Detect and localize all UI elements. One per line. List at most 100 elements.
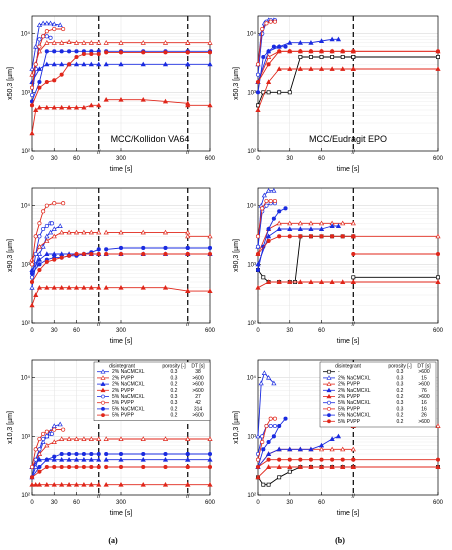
series-point — [96, 229, 102, 235]
series-point — [436, 275, 440, 280]
axis-break-mark: // — [186, 150, 190, 156]
series-point — [255, 107, 261, 112]
series-point — [37, 469, 42, 474]
series-point — [118, 456, 124, 462]
series-point — [265, 187, 272, 193]
series-point — [141, 50, 146, 55]
series-point — [340, 220, 346, 226]
series-point — [37, 436, 42, 442]
series-point — [61, 26, 66, 32]
x-axis-label: time [s] — [110, 510, 133, 517]
series-line — [257, 50, 354, 83]
series-point — [59, 49, 64, 54]
series-point — [276, 226, 282, 231]
series-point — [44, 259, 49, 264]
series-point — [140, 96, 146, 102]
series-5-pvpp-0-3 — [29, 26, 66, 90]
series-point — [140, 481, 146, 487]
axis-break-mark: // — [352, 150, 356, 156]
series-point — [351, 457, 356, 462]
x-tick-label: 30 — [286, 500, 293, 506]
x-tick-label: 0 — [30, 500, 34, 506]
series-point — [59, 229, 65, 235]
series-point — [44, 29, 49, 34]
y-tick-label: 10² — [247, 149, 256, 155]
legend-swatch-marker — [326, 375, 332, 380]
series-point — [260, 26, 265, 32]
series-point — [52, 49, 57, 54]
series-point — [185, 456, 191, 462]
x-tick-label: 0 — [30, 156, 34, 162]
series-point — [261, 192, 267, 198]
series-point — [67, 49, 72, 54]
series-point — [162, 61, 169, 67]
series-point — [277, 457, 282, 462]
series-point — [265, 451, 272, 456]
series-line — [31, 438, 99, 468]
x-tick-label: 60 — [318, 156, 325, 162]
series-point — [308, 457, 313, 462]
series-point — [33, 62, 38, 67]
series-point — [44, 233, 50, 239]
legend-series-name: 5% NaCMCXL — [338, 413, 371, 419]
series-5-pvpp-0-2 — [255, 234, 441, 257]
series-point — [185, 61, 191, 67]
series-point — [162, 456, 169, 462]
legend-series-name: 5% PVPP — [338, 419, 361, 425]
series-point — [271, 434, 276, 439]
x-tick-label: 0 — [256, 500, 260, 506]
x-axis-label: time [s] — [337, 166, 360, 173]
series-point — [33, 107, 39, 112]
series-point — [140, 40, 146, 45]
series-point — [118, 61, 124, 67]
series-point — [287, 457, 292, 462]
series-point — [435, 49, 441, 54]
series-point — [44, 203, 49, 208]
legend-porosity: 0.2 — [397, 413, 404, 419]
series-point — [37, 221, 42, 226]
series-point — [66, 104, 72, 110]
series-point — [59, 284, 65, 290]
legend-porosity: 0.3 — [171, 400, 178, 406]
legend-swatch-marker — [100, 381, 106, 386]
series-point — [162, 436, 169, 441]
series-point — [96, 436, 102, 441]
series-point — [103, 481, 109, 487]
series-point — [44, 442, 50, 448]
y-tick-label: 10³ — [247, 262, 256, 268]
series-point — [162, 284, 169, 290]
series-point — [66, 481, 72, 487]
series-point — [350, 66, 356, 71]
legend-swatch-marker — [100, 375, 106, 380]
series-point — [52, 201, 57, 206]
series-point — [81, 104, 87, 110]
series-point — [59, 451, 64, 457]
series-point — [277, 234, 282, 239]
series-point — [96, 451, 101, 457]
series-point — [44, 79, 49, 85]
series-point — [207, 451, 213, 457]
series-point — [297, 279, 303, 284]
chart-b-top: // 0 30 60 600 10² 10³ 10⁴ time [s] x50,3 [µm] MCC… — [233, 15, 444, 173]
series-point — [81, 40, 87, 45]
legend-porosity: 0.2 — [397, 388, 404, 394]
series-point — [59, 481, 65, 487]
series-point — [66, 456, 72, 462]
series-point — [44, 457, 49, 462]
y-tick-label: 10² — [21, 149, 30, 155]
series-point — [29, 302, 35, 308]
series-point — [163, 251, 168, 257]
series-point — [41, 226, 46, 232]
series-point — [319, 55, 324, 59]
series-point — [33, 481, 39, 487]
series-2-pvpp-0-3 — [29, 436, 213, 469]
series-point — [340, 457, 345, 462]
series-point — [96, 40, 102, 45]
series-point — [268, 198, 273, 204]
y-tick-label: 10² — [21, 321, 30, 327]
y-tick-label: 10⁴ — [21, 203, 31, 210]
series-point — [51, 456, 57, 462]
series-point — [272, 198, 277, 204]
series-point — [268, 423, 273, 429]
series-point — [29, 279, 35, 285]
